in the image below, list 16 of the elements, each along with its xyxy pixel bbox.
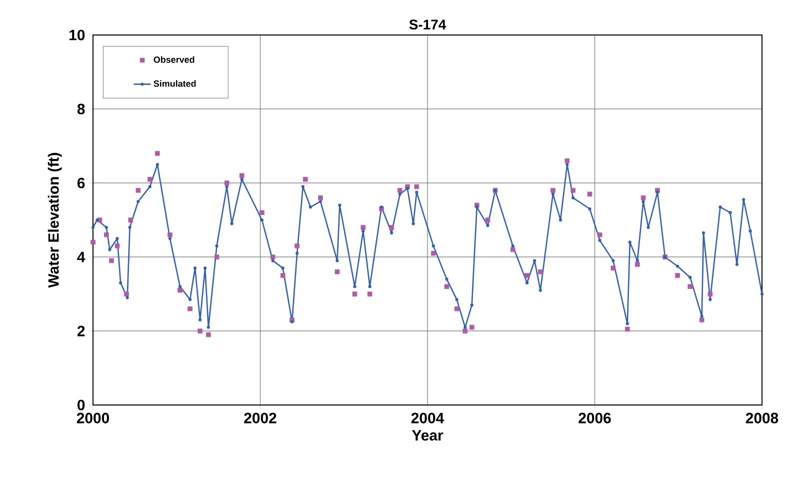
legend-label: Simulated: [154, 80, 196, 87]
y-tick-label: 4: [77, 252, 86, 262]
y-tick-label: 2: [77, 326, 85, 336]
x-tick-label: 2000: [76, 412, 109, 424]
y-tick-label: 0: [78, 400, 85, 410]
x-axis-title: Year: [412, 430, 444, 441]
y-tick-label: 10: [70, 30, 85, 40]
y-tick-label: 6: [77, 178, 85, 188]
y-axis-title: Water Elevation (ft): [48, 152, 62, 288]
x-tick-label: 2006: [578, 412, 611, 424]
chart-title: S-174: [409, 20, 446, 30]
y-tick-label: 8: [77, 104, 85, 114]
x-tick-label: 2002: [244, 412, 276, 424]
legend-label: Observed: [154, 56, 194, 63]
x-tick-label: 2004: [411, 412, 444, 424]
x-tick-label: 2008: [746, 412, 778, 424]
